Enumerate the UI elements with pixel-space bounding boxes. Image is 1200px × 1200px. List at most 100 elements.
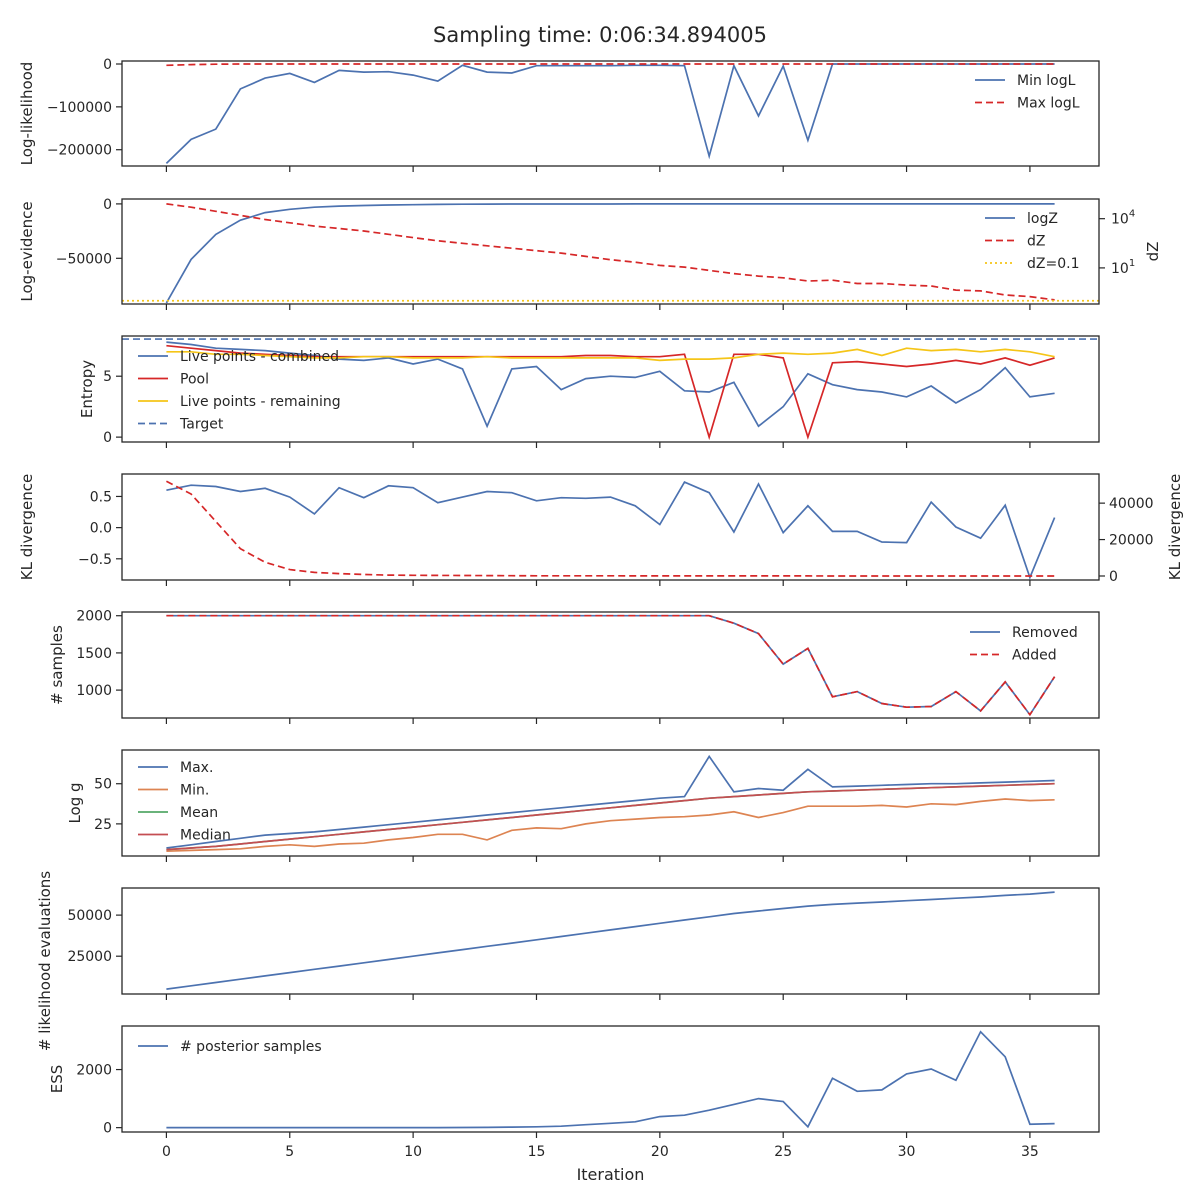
axes-frame [121, 473, 1100, 581]
legend: Removed Added [970, 625, 1078, 664]
series-live-points-remaining-line [166, 347, 1055, 362]
series-added-line [166, 614, 1056, 717]
y-tick-label: 0 [103, 430, 112, 446]
legend: Live points - combined Pool Live points - … [138, 349, 341, 433]
y-axis-label: # samples [48, 625, 66, 705]
series-dz-line [166, 203, 1055, 301]
series-min--line [166, 798, 1055, 853]
y-right-axis-label: dZ [1144, 242, 1162, 262]
x-tick-label: 15 [528, 1144, 546, 1160]
y-right-tick-exponent: 4 [1129, 209, 1135, 220]
series-max--line [166, 754, 1055, 849]
series--posterior-samples-line [166, 1030, 1055, 1129]
series-live-points-combined-line [166, 341, 1055, 429]
legend-label: Min logL [1017, 73, 1076, 89]
series-min-logl-line [165, 63, 1055, 165]
series-max-logl-line [166, 63, 1055, 67]
axes-frame [121, 611, 1100, 719]
y-right-tick-label: 101 [1111, 258, 1135, 277]
legend-label: logZ [1027, 211, 1058, 227]
y-tick-label: 2000 [76, 1063, 112, 1079]
y-right-tick-label: 0 [1109, 569, 1118, 585]
legend-label: dZ=0.1 [1027, 256, 1079, 272]
legend-label: Max. [180, 760, 213, 776]
y-right-tick-label: 40000 [1109, 496, 1154, 512]
y-axis-label: ESS [48, 1065, 66, 1094]
y-right-tick-label: 20000 [1109, 533, 1154, 549]
y-tick-label: 1500 [76, 646, 112, 662]
y-tick-label: 25 [94, 817, 112, 833]
y-axis-label: KL divergence [18, 474, 36, 580]
legend-label: Live points - combined [180, 349, 339, 365]
legend-label: Added [1012, 648, 1057, 664]
series-mean-line [166, 782, 1055, 851]
y-axis-label: Entropy [78, 360, 96, 418]
legend: Max. Min. Mean Median [138, 760, 231, 844]
y-tick-label: 2000 [76, 609, 112, 625]
y-tick-label: 50 [94, 777, 112, 793]
series-group [166, 614, 1056, 717]
legend-label: Max logL [1017, 96, 1080, 112]
series-group [166, 1030, 1055, 1129]
panel-evaluations: 50000 25000 # likelihood evaluations [36, 871, 1100, 1051]
panel-kl: 0.5 0.0 −0.5 KL divergence 40000 20000 0 KL div… [18, 473, 1184, 586]
legend-label: Target [179, 417, 224, 433]
y-tick-label: −200000 [47, 143, 112, 159]
series-median-line [166, 782, 1055, 851]
axes-frame [121, 1025, 1100, 1133]
legend-label: dZ [1027, 234, 1045, 250]
panel-logevidence: 0 −50000 Log-evidence 104 101 dZ logZ dZ dZ=0.1 [18, 197, 1162, 310]
panel-logg: 50 25 Log g Max. Min. Mean Median [66, 749, 1100, 862]
x-axis-label: Iteration [577, 1165, 645, 1184]
y-axis-label: Log-likelihood [18, 62, 36, 166]
x-tick-label: 25 [774, 1144, 792, 1160]
legend: Min logL Max logL [975, 73, 1080, 112]
series-logz-line [165, 203, 1055, 304]
axes-frame [121, 60, 1100, 167]
y-axis-label: # likelihood evaluations [36, 871, 54, 1051]
series-group [165, 63, 1055, 165]
legend-label: Pool [180, 372, 209, 388]
x-tick-label: 35 [1021, 1144, 1039, 1160]
y-right-tick-label: 104 [1111, 209, 1135, 228]
y-tick-label: −50000 [56, 251, 112, 267]
y-right-axis-label: KL divergence [1166, 474, 1184, 580]
y-tick-label: 0 [103, 197, 112, 213]
axes-frame [121, 198, 1100, 305]
legend: logZ dZ dZ=0.1 [985, 211, 1079, 272]
series-group [122, 203, 1099, 304]
panel-ess: 0 5 10 15 20 25 30 35 2000 0 ESS # posterior sample… [48, 1025, 1100, 1160]
y-tick-label: 0 [103, 57, 112, 73]
series-kl-1-line [166, 480, 1055, 577]
x-tick-label: 20 [651, 1144, 669, 1160]
x-tick-label: 5 [285, 1144, 294, 1160]
y-axis-label: Log g [66, 782, 84, 823]
y-tick-label: 5 [103, 369, 112, 385]
axes-frame [121, 749, 1100, 857]
series-group [166, 891, 1055, 990]
series-kl-0-line [166, 481, 1056, 580]
y-tick-label: 50000 [67, 908, 112, 924]
axes-frame [121, 335, 1100, 443]
y-axis-label: Log-evidence [18, 201, 36, 301]
series-group [166, 754, 1055, 853]
legend-label: Median [180, 828, 231, 844]
y-right-tick-exponent: 1 [1129, 258, 1135, 269]
axes-frame [121, 887, 1100, 995]
x-tick-label: 0 [162, 1144, 171, 1160]
legend-label: Mean [180, 805, 218, 821]
legend-label: Live points - remaining [180, 394, 341, 410]
y-tick-label: 1000 [76, 683, 112, 699]
x-tick-label: 30 [898, 1144, 916, 1160]
y-tick-label: 0 [103, 1121, 112, 1137]
y-tick-label: −100000 [47, 100, 112, 116]
y-tick-label: 25000 [67, 949, 112, 965]
x-tick-label: 10 [404, 1144, 422, 1160]
series-group [122, 338, 1099, 441]
series-pool-line [166, 344, 1055, 441]
legend-label: # posterior samples [180, 1039, 322, 1055]
series-group [166, 480, 1056, 580]
y-tick-label: 0.5 [90, 489, 112, 505]
